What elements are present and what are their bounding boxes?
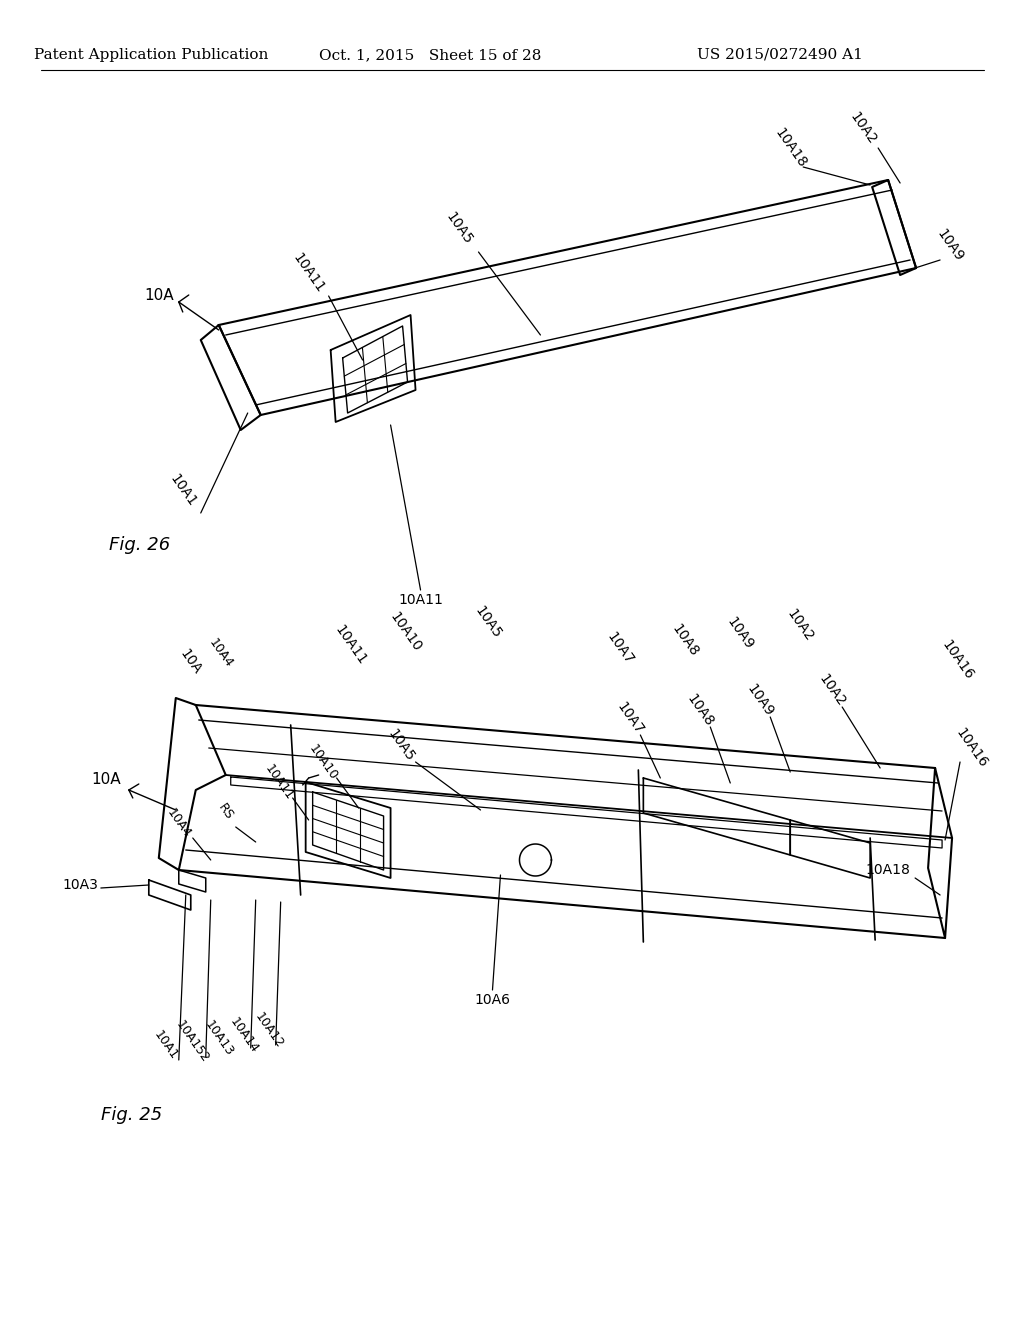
Text: 10A10: 10A10 bbox=[387, 610, 424, 655]
Text: 10A5: 10A5 bbox=[385, 726, 417, 764]
Text: 10A152: 10A152 bbox=[174, 1019, 212, 1065]
Text: 10A11: 10A11 bbox=[332, 623, 370, 668]
Text: Fig. 25: Fig. 25 bbox=[100, 1106, 162, 1125]
Text: 10A7: 10A7 bbox=[604, 630, 636, 667]
Text: 10A9: 10A9 bbox=[934, 226, 966, 264]
Text: 10A11: 10A11 bbox=[290, 251, 328, 296]
Text: 10A16: 10A16 bbox=[953, 726, 990, 771]
Text: Oct. 1, 2015   Sheet 15 of 28: Oct. 1, 2015 Sheet 15 of 28 bbox=[319, 48, 542, 62]
Text: 10A4: 10A4 bbox=[164, 807, 194, 840]
Text: US 2015/0272490 A1: US 2015/0272490 A1 bbox=[697, 48, 863, 62]
Text: 10A12: 10A12 bbox=[252, 1010, 286, 1051]
Text: 10A14: 10A14 bbox=[227, 1015, 260, 1055]
Text: Patent Application Publication: Patent Application Publication bbox=[34, 48, 268, 62]
Text: Fig. 26: Fig. 26 bbox=[109, 536, 170, 554]
Text: 10A2: 10A2 bbox=[847, 110, 880, 147]
Text: RS: RS bbox=[216, 801, 236, 822]
Text: 10A18: 10A18 bbox=[865, 863, 910, 876]
Text: 10A11: 10A11 bbox=[398, 593, 443, 607]
Text: 10A8: 10A8 bbox=[684, 692, 717, 729]
Text: 10A: 10A bbox=[91, 772, 121, 788]
Text: 10A: 10A bbox=[144, 288, 174, 302]
Text: 10A7: 10A7 bbox=[614, 700, 646, 737]
Text: 10A5: 10A5 bbox=[472, 603, 505, 640]
Text: 10A11: 10A11 bbox=[262, 762, 296, 803]
Text: 10A2: 10A2 bbox=[816, 672, 848, 709]
Text: 10A10: 10A10 bbox=[306, 742, 340, 783]
Text: 10A13: 10A13 bbox=[202, 1018, 236, 1059]
Text: 10A6: 10A6 bbox=[474, 993, 511, 1007]
Text: 10A2: 10A2 bbox=[784, 606, 816, 644]
Text: 10A1: 10A1 bbox=[167, 471, 199, 508]
Text: 10A9: 10A9 bbox=[744, 681, 776, 719]
Text: 10A3: 10A3 bbox=[62, 878, 98, 892]
Text: 10A5: 10A5 bbox=[442, 210, 474, 247]
Text: 10A16: 10A16 bbox=[939, 638, 977, 682]
Text: 10A1: 10A1 bbox=[152, 1028, 180, 1061]
Text: 10A4: 10A4 bbox=[206, 636, 236, 671]
Text: 10A18: 10A18 bbox=[772, 125, 809, 170]
Text: 10A9: 10A9 bbox=[724, 614, 757, 652]
Text: 10A: 10A bbox=[177, 647, 204, 677]
Text: 10A8: 10A8 bbox=[670, 622, 701, 659]
